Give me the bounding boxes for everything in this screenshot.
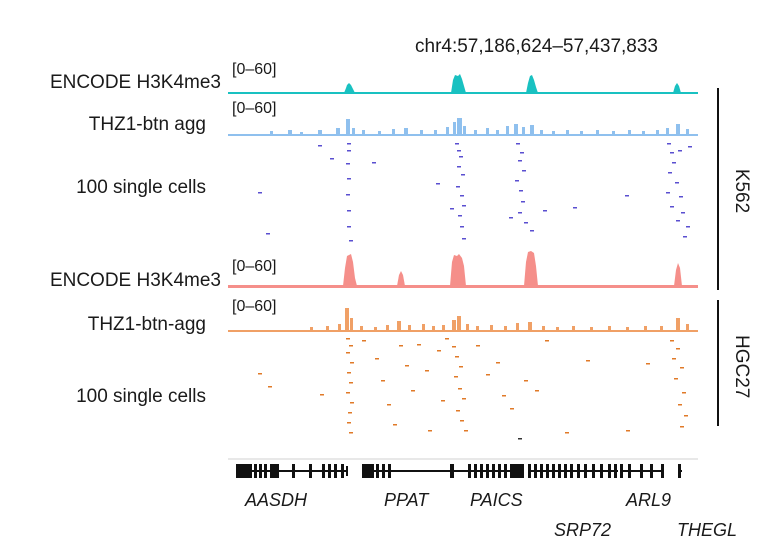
track-label-k562-agg: THZ1-btn agg (88, 114, 206, 135)
gene-label-thegl: THEGL (677, 520, 738, 540)
track-k562-encode-signal (228, 74, 698, 94)
track-label-hgc27-agg: THZ1-btn-agg (87, 314, 206, 335)
track-hgc27-agg-signal (228, 308, 698, 332)
track-k562-single-cells (258, 143, 692, 242)
locus-coordinates: chr4:57,186,624–57,437,833 (415, 36, 658, 57)
gene-label-ppat: PPAT (384, 490, 429, 510)
track-label-hgc27-cells: 100 single cells (76, 386, 206, 407)
range-k562-encode: [0–60] (232, 61, 277, 78)
track-label-k562-encode: ENCODE H3K4me3 (49, 72, 221, 93)
range-k562-agg: [0–60] (232, 100, 277, 117)
track-label-k562-cells: 100 single cells (76, 177, 206, 198)
gene-model-track (236, 464, 682, 478)
gene-track-divider (228, 458, 698, 460)
gene-label-aasdh: AASDH (245, 490, 308, 510)
track-hgc27-single-cells (258, 338, 688, 440)
range-hgc27-encode: [0–60] (232, 258, 277, 275)
track-k562-agg-signal (228, 118, 698, 136)
track-hgc27-encode-signal (228, 251, 698, 288)
track-label-hgc27-encode: ENCODE H3K4me3 (49, 270, 221, 291)
range-hgc27-agg: [0–60] (232, 298, 277, 315)
gene-label-paics: PAICS (470, 490, 523, 510)
gene-label-arl9: ARL9 (626, 490, 672, 510)
gene-label-srp72: SRP72 (554, 520, 612, 540)
